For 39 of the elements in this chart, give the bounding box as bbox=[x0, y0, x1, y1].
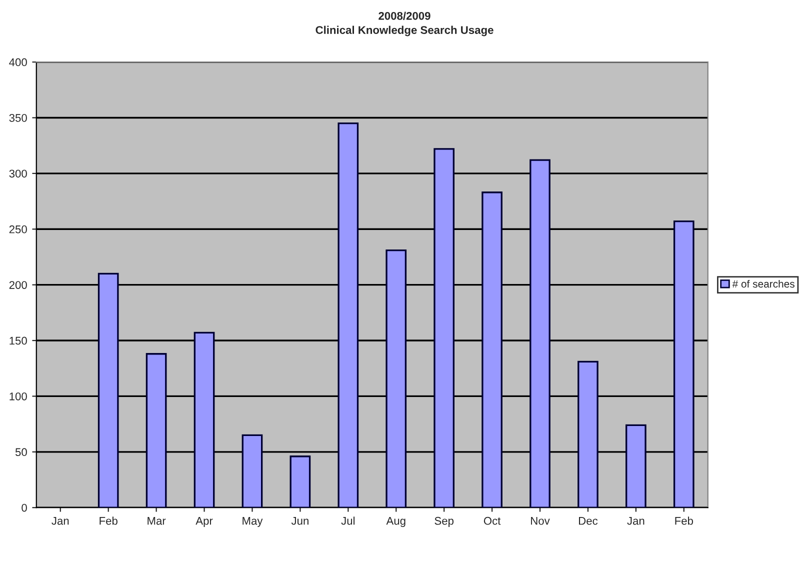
x-tick-label: Feb bbox=[675, 516, 693, 525]
bar bbox=[338, 122, 359, 508]
x-tick-label: Jan bbox=[52, 517, 69, 525]
bar bbox=[290, 456, 311, 508]
bar bbox=[98, 272, 119, 508]
bar bbox=[146, 353, 167, 508]
bar bbox=[578, 360, 598, 508]
x-tick-label: Feb bbox=[100, 516, 118, 525]
y-tick-label: 50 bbox=[15, 448, 27, 456]
y-tick-label: 200 bbox=[9, 281, 27, 289]
bar bbox=[482, 192, 502, 508]
bar bbox=[194, 332, 215, 508]
x-tick-label: Apr bbox=[196, 517, 213, 527]
chart-title: 2008/2009 bbox=[378, 12, 430, 20]
legend-label: # of searches bbox=[732, 280, 794, 288]
y-tick-label: 0 bbox=[22, 504, 27, 512]
x-tick-label: Oct bbox=[484, 516, 501, 525]
chart-subtitle: Clinical Knowledge Search Usage bbox=[316, 26, 494, 36]
y-tick-label: 400 bbox=[9, 58, 27, 66]
x-tick-label: Nov bbox=[531, 517, 550, 525]
y-tick-label: 350 bbox=[9, 114, 27, 122]
bar bbox=[626, 424, 646, 508]
bar bbox=[673, 220, 694, 508]
x-tick-label: Dec bbox=[579, 517, 598, 525]
y-tick-label: 250 bbox=[9, 225, 27, 234]
x-tick-label: Aug bbox=[386, 517, 406, 527]
x-tick-label: Mar bbox=[148, 517, 166, 525]
y-tick-label: 100 bbox=[10, 392, 27, 400]
x-tick-label: Jul bbox=[341, 516, 355, 525]
bar bbox=[242, 434, 263, 508]
bar bbox=[530, 159, 550, 508]
x-tick-label: May bbox=[242, 517, 263, 527]
x-tick-label: Jan bbox=[627, 517, 644, 525]
y-tick-label: 300 bbox=[9, 170, 27, 178]
y-tick-label: 150 bbox=[10, 336, 27, 345]
x-tick-label: Jun bbox=[291, 517, 308, 525]
x-tick-label: Sep bbox=[434, 516, 454, 527]
bar bbox=[386, 249, 407, 508]
bar bbox=[434, 148, 455, 508]
